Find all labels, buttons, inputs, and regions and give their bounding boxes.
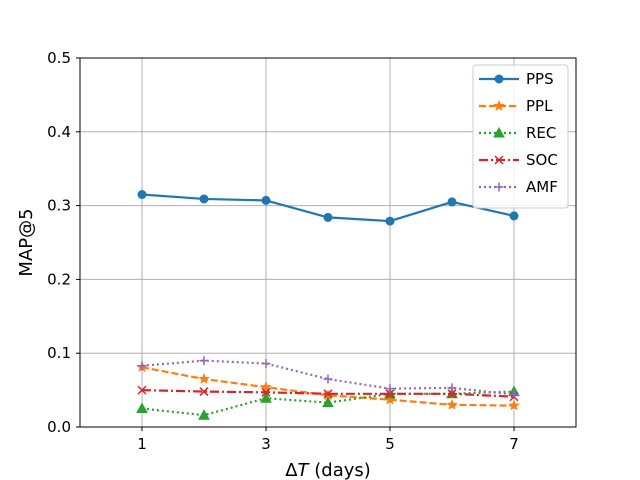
- legend-label-pps: PPS: [526, 70, 554, 88]
- legend-entry-ppl: PPL: [479, 97, 553, 115]
- legend-label-rec: REC: [526, 124, 556, 142]
- series-pps: [137, 190, 519, 226]
- data-point-amf: [509, 390, 519, 400]
- data-point-amf: [447, 383, 457, 393]
- y-tick-label: 0.0: [47, 418, 71, 436]
- legend-marker-ppl: [493, 99, 505, 112]
- data-point-rec: [198, 409, 210, 420]
- plot-series: [136, 190, 520, 420]
- plot-area-frame: [79, 57, 577, 428]
- legend-entry-amf: AMF: [479, 178, 558, 196]
- axis-ticks: 1 3 5 7 0.0 0.1 0.2 0.3 0.4 0.5: [47, 49, 519, 453]
- y-tick-label: 0.5: [47, 49, 71, 67]
- data-point-amf: [261, 359, 271, 369]
- legend-entry-pps: PPS: [479, 70, 554, 88]
- y-tick-label: 0.4: [47, 123, 71, 141]
- legend-marker-pps: [494, 74, 504, 84]
- legend-marker-soc: [494, 155, 504, 165]
- data-point-pps: [447, 197, 457, 207]
- data-point-amf: [137, 361, 147, 371]
- y-axis-label: MAP@5: [16, 208, 37, 276]
- data-point-pps: [137, 190, 147, 200]
- data-point-pps: [385, 216, 395, 226]
- x-tick-label: 5: [385, 435, 395, 453]
- data-point-amf: [323, 374, 333, 384]
- data-point-pps: [261, 195, 271, 205]
- legend-box: [472, 64, 569, 209]
- data-point-soc: [199, 387, 209, 397]
- legend: PPS PPL REC SOC AMF: [472, 64, 569, 209]
- data-point-rec: [322, 396, 334, 408]
- legend-marker-amf: [494, 182, 504, 192]
- data-point-amf: [385, 384, 395, 394]
- data-point-pps: [199, 194, 209, 204]
- x-tick-label: 7: [509, 435, 519, 453]
- legend-label-ppl: PPL: [526, 97, 553, 115]
- x-axis-label-variable: T: [298, 460, 311, 480]
- data-point-pps: [509, 211, 519, 221]
- data-point-soc: [385, 389, 395, 399]
- data-point-soc: [447, 389, 457, 399]
- legend-label-soc: SOC: [526, 151, 558, 169]
- legend-label-amf: AMF: [526, 178, 558, 196]
- y-tick-label: 0.1: [47, 344, 71, 362]
- data-point-amf: [199, 356, 209, 366]
- data-point-soc: [137, 385, 147, 395]
- legend-marker-rec: [493, 126, 505, 138]
- data-point-ppl: [198, 372, 210, 385]
- x-axis-label-prefix: Δ: [285, 460, 298, 480]
- data-point-rec: [136, 402, 148, 414]
- x-axis-label-suffix: (days): [309, 460, 371, 480]
- data-point-ppl: [260, 380, 272, 393]
- data-point-ppl: [446, 398, 458, 410]
- data-point-soc: [323, 389, 333, 399]
- y-tick-label: 0.3: [47, 197, 71, 215]
- x-tick-label: 1: [137, 435, 147, 453]
- x-tick-label: 3: [261, 435, 271, 453]
- x-axis-label: ΔT (days): [285, 460, 371, 480]
- legend-entry-rec: REC: [479, 124, 556, 142]
- data-point-pps: [323, 212, 333, 222]
- y-tick-label: 0.2: [47, 270, 71, 288]
- data-point-soc: [261, 387, 271, 397]
- legend-entry-soc: SOC: [479, 151, 558, 169]
- data-point-rec: [260, 392, 272, 403]
- series-amf: [137, 356, 519, 400]
- data-point-ppl: [508, 399, 520, 411]
